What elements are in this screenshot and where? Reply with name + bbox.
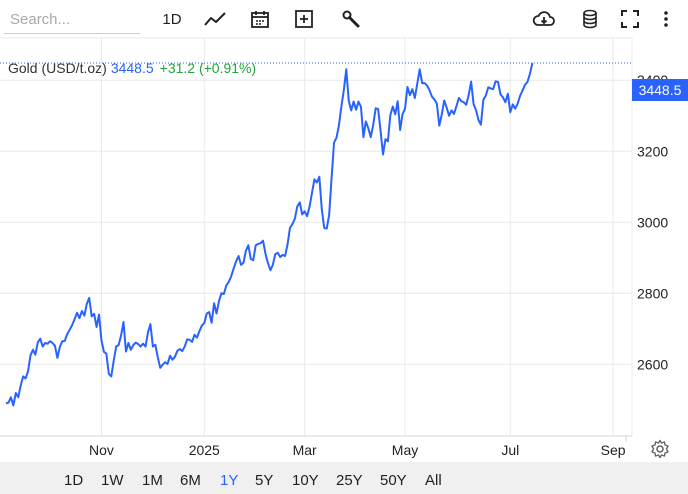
price-series-line bbox=[5, 62, 534, 407]
database-icon[interactable] bbox=[580, 6, 600, 32]
y-tick-label: 2600 bbox=[637, 356, 668, 372]
range-10y[interactable]: 10Y bbox=[292, 472, 319, 489]
range-6m[interactable]: 6M bbox=[180, 472, 201, 489]
range-25y[interactable]: 25Y bbox=[336, 472, 363, 489]
range-1w[interactable]: 1W bbox=[101, 472, 124, 489]
range-selector: 1D 1W 1M 6M 1Y 5Y 10Y 25Y 50Y All bbox=[0, 462, 688, 494]
y-tick-label: 2800 bbox=[637, 285, 668, 301]
search-input[interactable] bbox=[4, 6, 140, 34]
y-tick-label: 3000 bbox=[637, 214, 668, 230]
series-layer bbox=[5, 62, 534, 407]
fullscreen-icon[interactable] bbox=[620, 6, 640, 32]
x-tick-label: Mar bbox=[293, 442, 317, 458]
wrench-icon[interactable] bbox=[340, 6, 362, 32]
line-chart-icon[interactable] bbox=[203, 6, 227, 32]
cloud-download-icon[interactable] bbox=[532, 6, 556, 32]
settings-gear-icon[interactable] bbox=[650, 439, 670, 459]
x-tick-label: Sep bbox=[601, 442, 626, 458]
quote-header: Gold (USD/t.oz) 3448.5 +31.2 (+0.91%) bbox=[8, 60, 256, 76]
x-axis: Nov 2025 Mar May Jul Sep bbox=[89, 442, 626, 458]
range-50y[interactable]: 50Y bbox=[380, 472, 407, 489]
more-vertical-icon[interactable] bbox=[660, 6, 672, 32]
calendar-icon[interactable] bbox=[249, 6, 271, 32]
x-tick-label: May bbox=[392, 442, 418, 458]
range-1y[interactable]: 1Y bbox=[220, 472, 239, 489]
y-tick-label: 3200 bbox=[637, 143, 668, 159]
range-1d[interactable]: 1D bbox=[64, 472, 84, 489]
y-axis: 26002800300032003400 bbox=[637, 72, 668, 372]
add-compare-icon[interactable] bbox=[293, 6, 315, 32]
range-5y[interactable]: 5Y bbox=[255, 472, 274, 489]
top-toolbar: 1D bbox=[0, 0, 688, 40]
x-tick-label: 2025 bbox=[189, 442, 220, 458]
price-change: +31.2 (+0.91%) bbox=[159, 60, 257, 76]
range-1m[interactable]: 1M bbox=[142, 472, 163, 489]
grid-lines bbox=[0, 37, 633, 442]
instrument-name: Gold (USD/t.oz) bbox=[8, 60, 107, 76]
interval-button[interactable]: 1D bbox=[162, 10, 182, 28]
last-price-tag: 3448.5 bbox=[632, 79, 688, 101]
range-all[interactable]: All bbox=[425, 472, 442, 489]
last-price: 3448.5 bbox=[110, 60, 154, 76]
x-tick-label: Nov bbox=[89, 442, 114, 458]
x-tick-label: Jul bbox=[501, 442, 519, 458]
